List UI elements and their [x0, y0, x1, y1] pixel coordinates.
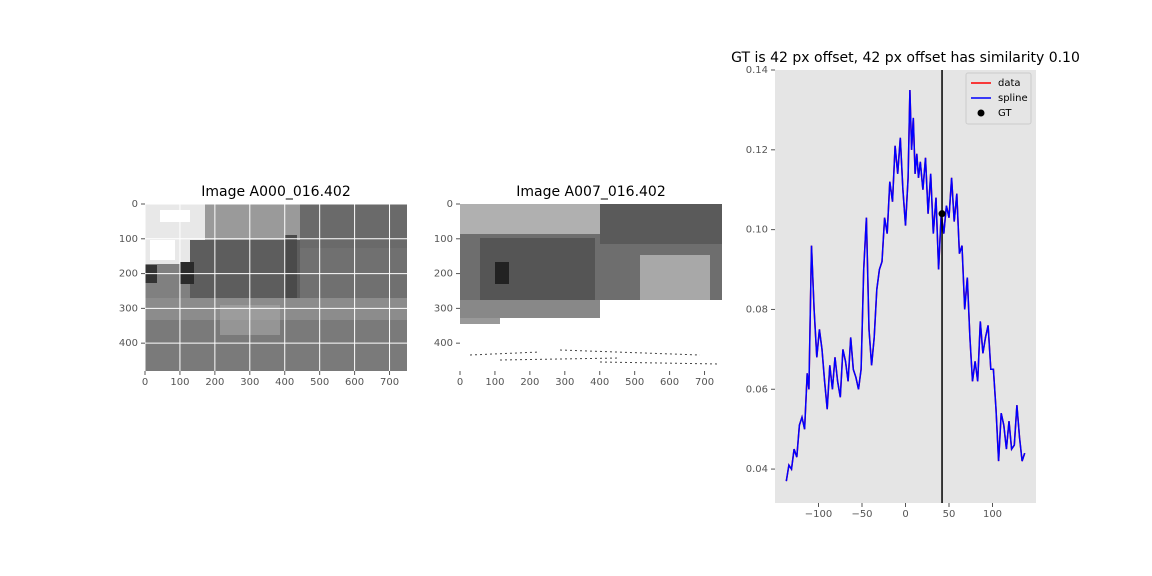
x-tick-label: 400: [275, 377, 294, 388]
y-tick-label: 0.10: [746, 225, 768, 236]
y-tick-label: 0.08: [746, 304, 768, 315]
y-tick-label: 0.06: [746, 384, 768, 395]
chart-title: Image A007_016.402: [516, 184, 666, 200]
x-tick-label: 0: [142, 377, 148, 388]
y-tick-label: 0.12: [746, 145, 768, 156]
legend-swatch: [977, 109, 985, 117]
x-tick-label: 100: [170, 377, 189, 388]
x-tick-label: 300: [240, 377, 259, 388]
x-tick-label: 200: [205, 377, 224, 388]
y-tick-label: 400: [119, 338, 138, 349]
image-1: [145, 204, 407, 371]
y-tick-label: 100: [434, 234, 453, 245]
legend-label: spline: [998, 93, 1028, 104]
x-tick-label: 300: [555, 377, 574, 388]
y-tick-label: 200: [434, 269, 453, 280]
chart-title: GT is 42 px offset, 42 px offset has sim…: [731, 50, 1080, 66]
x-tick-label: 700: [695, 377, 714, 388]
x-tick-label: 600: [660, 377, 679, 388]
x-tick-label: 200: [520, 377, 539, 388]
y-tick-label: 0: [447, 199, 453, 210]
plot-area: [775, 70, 1036, 503]
y-tick-label: 100: [119, 234, 138, 245]
x-tick-label: 50: [943, 509, 956, 520]
y-tick-label: 300: [434, 303, 453, 314]
x-tick-label: 400: [590, 377, 609, 388]
gt-point: [938, 210, 946, 218]
x-tick-label: 500: [310, 377, 329, 388]
legend: data spline GT: [965, 72, 1032, 125]
x-tick-label: 500: [625, 377, 644, 388]
x-tick-label: 100: [485, 377, 504, 388]
x-tick-label: −100: [805, 509, 832, 520]
x-tick-label: 0: [902, 509, 908, 520]
y-tick-label: 0: [132, 199, 138, 210]
legend-label: GT: [998, 108, 1012, 119]
y-tick-label: 200: [119, 269, 138, 280]
y-tick-label: 0.14: [746, 65, 768, 76]
x-tick-label: 700: [380, 377, 399, 388]
legend-label: data: [998, 78, 1021, 89]
chart-title: Image A000_016.402: [201, 184, 351, 200]
x-tick-label: 100: [983, 509, 1002, 520]
x-tick-label: 0: [457, 377, 463, 388]
y-tick-label: 0.04: [746, 464, 768, 475]
series-line: [785, 89, 1026, 482]
x-tick-label: −50: [851, 509, 872, 520]
x-tick-label: 600: [345, 377, 364, 388]
y-tick-label: 300: [119, 303, 138, 314]
image-2: [460, 204, 722, 371]
y-tick-label: 400: [434, 338, 453, 349]
